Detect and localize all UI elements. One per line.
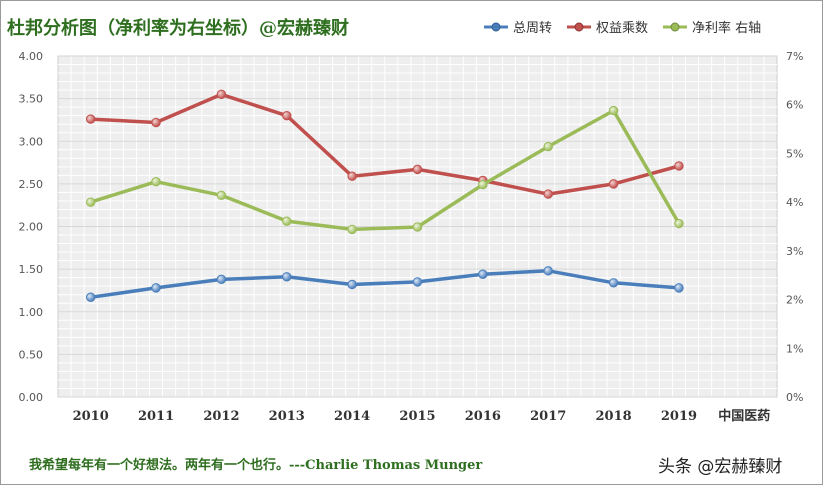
left-tick-label: 3.50 <box>19 93 44 106</box>
right-tick-label: 6% <box>786 99 803 112</box>
data-point <box>543 141 553 152</box>
data-point <box>478 179 488 190</box>
x-tick-label: 2017 <box>530 409 566 424</box>
data-point <box>412 277 423 287</box>
data-point <box>85 114 96 124</box>
data-point <box>85 292 96 302</box>
data-point <box>608 179 619 189</box>
quote-text: 我希望每年有一个好想法。两年有一个也行。---Charlie Thomas Mu… <box>29 458 483 473</box>
data-point <box>151 176 161 187</box>
data-point <box>412 222 423 232</box>
legend-label-turnover: 总周转 <box>513 21 553 36</box>
legend-item-equity-multiplier: 权益乘数 <box>566 17 648 36</box>
left-tick-label: 2.50 <box>19 178 44 191</box>
legend-item-turnover: 总周转 <box>483 17 552 36</box>
data-point <box>608 105 619 116</box>
x-tick-label: 2010 <box>73 409 109 424</box>
x-tick-label: 2014 <box>334 409 370 424</box>
series-line <box>88 92 681 196</box>
legend-item-net-margin: 净利率 右轴 <box>662 17 761 36</box>
x-tick-label: 2015 <box>399 409 435 424</box>
left-tick-label: 3.00 <box>19 135 44 148</box>
series-layer <box>85 89 684 302</box>
x-tick-label: 2019 <box>661 409 697 424</box>
x-tick-label: 2011 <box>138 409 174 424</box>
data-point <box>151 283 161 293</box>
legend: 总周转 权益乘数 净利率 右轴 <box>483 17 761 36</box>
data-point <box>674 283 684 293</box>
data-point <box>478 269 488 279</box>
watermark: 头条 @宏赫臻财 <box>658 457 783 477</box>
left-tick-label: 1.50 <box>19 263 44 276</box>
legend-swatch-net-margin <box>663 22 688 31</box>
data-point <box>674 161 684 171</box>
legend-label-net-margin: 净利率 右轴 <box>692 21 762 36</box>
x-tick-label: 2016 <box>465 409 501 424</box>
data-point <box>608 278 619 288</box>
left-tick-label: 0.00 <box>19 391 44 404</box>
series-line <box>88 269 681 300</box>
data-point <box>282 110 292 121</box>
right-axis: 0% 1% 2% 3% 4% 5% 6% 7% <box>786 50 803 404</box>
right-tick-label: 3% <box>786 245 803 258</box>
data-point <box>85 197 96 207</box>
data-point <box>412 164 423 175</box>
data-point <box>347 171 357 181</box>
x-tick-label: 中国医药 <box>718 408 770 424</box>
left-tick-label: 0.50 <box>19 348 44 361</box>
right-tick-label: 7% <box>786 50 803 63</box>
data-point <box>347 279 357 290</box>
data-point <box>543 266 553 276</box>
legend-swatch-equity-multiplier <box>567 22 592 31</box>
data-point <box>151 117 161 128</box>
data-point <box>216 89 227 100</box>
data-point <box>674 218 684 229</box>
left-tick-label: 2.00 <box>19 221 44 234</box>
legend-label-equity-multiplier: 权益乘数 <box>596 21 649 36</box>
data-point <box>347 224 357 235</box>
right-tick-label: 2% <box>786 294 803 307</box>
legend-swatch-turnover <box>484 22 508 31</box>
data-point <box>282 216 292 226</box>
x-axis: 2010 2011 2012 2013 2014 2015 2016 2017 2018 2019… <box>73 408 771 424</box>
data-point <box>216 190 227 201</box>
right-tick-label: 5% <box>786 147 803 160</box>
left-tick-label: 1.00 <box>19 306 44 319</box>
right-tick-label: 4% <box>786 196 803 209</box>
left-tick-label: 4.00 <box>19 50 44 63</box>
data-point <box>216 274 227 285</box>
chart-title: 杜邦分析图（净利率为右坐标）@宏赫臻财 <box>7 18 349 39</box>
series-line <box>88 108 681 232</box>
x-tick-label: 2012 <box>203 409 239 424</box>
x-tick-label: 2018 <box>595 409 631 424</box>
right-tick-label: 1% <box>786 342 803 355</box>
data-point <box>282 272 292 282</box>
data-point <box>543 189 553 199</box>
x-tick-label: 2013 <box>269 409 305 424</box>
right-tick-label: 0% <box>786 391 803 404</box>
left-axis: 0.00 0.50 1.00 1.50 2.00 2.50 3.00 3.50 4.00 <box>19 50 44 404</box>
